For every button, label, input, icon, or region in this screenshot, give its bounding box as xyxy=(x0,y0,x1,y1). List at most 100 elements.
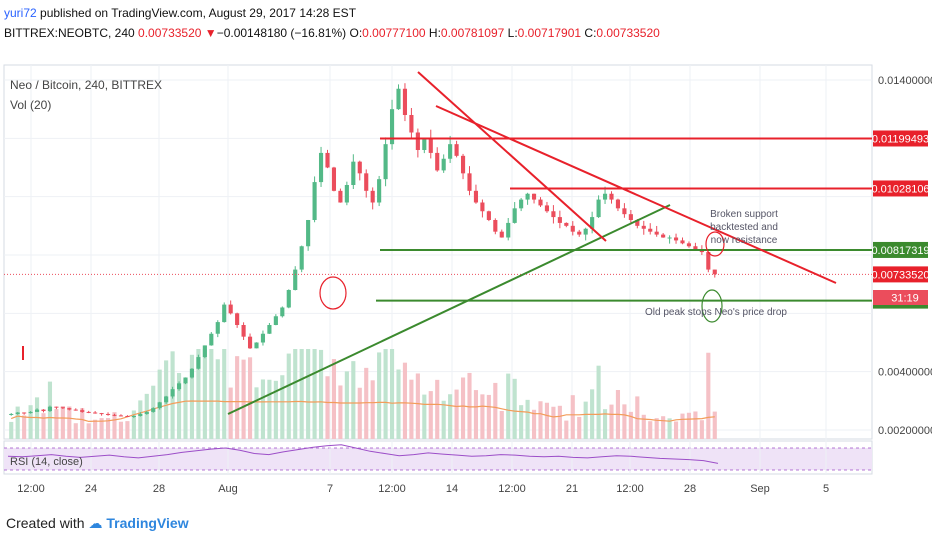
candle xyxy=(570,221,575,236)
x-tick-label: 12:00 xyxy=(498,483,526,495)
price-tag: 0.00733520 xyxy=(871,266,930,283)
candle xyxy=(286,289,291,309)
rsi-label: RSI (14, close) xyxy=(10,456,83,468)
candle xyxy=(364,169,369,198)
volume-bar xyxy=(596,365,601,439)
volume-bar xyxy=(467,372,472,439)
publish-info: published on TradingView.com, August 29,… xyxy=(36,6,357,20)
candle xyxy=(712,269,717,278)
volume-bar xyxy=(67,406,72,439)
volume-label: Vol (20) xyxy=(10,98,52,112)
volume-bar xyxy=(693,411,698,439)
volume-bar xyxy=(286,353,291,439)
price-tag: 0.01199493 xyxy=(872,130,929,147)
volume-bar xyxy=(189,354,195,439)
y-axis: 0.01400000 0.00400000 0.00200000 xyxy=(878,75,932,437)
candle xyxy=(54,406,59,410)
y-tick-label: 0.00200000 xyxy=(878,425,932,437)
ascending-trendline[interactable] xyxy=(227,204,671,415)
candle xyxy=(280,306,285,318)
volume-bar xyxy=(222,349,227,439)
volume-bar xyxy=(480,394,485,439)
candle xyxy=(377,175,382,207)
candle xyxy=(389,99,395,150)
candle xyxy=(9,413,14,416)
volume-bar xyxy=(9,421,14,439)
candle xyxy=(667,235,672,244)
candle xyxy=(241,322,246,340)
volume-bar xyxy=(428,391,433,439)
volume-bar xyxy=(331,359,337,439)
volume-bar xyxy=(454,389,459,439)
candle xyxy=(473,184,479,204)
price-tag-text: 0.01028106 xyxy=(871,183,929,195)
candle xyxy=(557,210,562,229)
author-link[interactable]: yuri72 xyxy=(4,6,37,20)
candle xyxy=(131,415,136,419)
candle xyxy=(151,407,156,413)
x-tick-label: 12:00 xyxy=(616,483,644,495)
main-pane[interactable] xyxy=(3,64,873,440)
volume-bar xyxy=(712,411,717,439)
y-tick-label: 0.00400000 xyxy=(878,367,932,379)
candle xyxy=(435,147,440,172)
volume-bar xyxy=(460,377,466,439)
volume-bar xyxy=(673,421,679,439)
pane-title: Neo / Bitcoin, 240, BITTREX xyxy=(10,78,163,92)
volume-bar xyxy=(493,382,498,439)
annotation-line-3: now resistance xyxy=(711,235,778,246)
candle xyxy=(512,202,517,224)
volume-bar xyxy=(519,405,524,439)
candle xyxy=(338,188,343,203)
ohlc-header: BITTREX:NEOBTC, 240 0.00733520 ▼−0.00148… xyxy=(4,26,660,40)
volume-bar xyxy=(325,376,330,439)
candle xyxy=(293,266,298,291)
created-with-label: Created with xyxy=(6,515,85,531)
high-label: H: xyxy=(428,26,441,40)
candle xyxy=(519,197,524,212)
candle xyxy=(267,322,272,334)
volume-bar xyxy=(112,412,117,439)
volume-bar xyxy=(506,373,511,439)
volume-bar xyxy=(299,349,304,439)
volume-bar xyxy=(260,379,266,439)
candle xyxy=(312,176,317,223)
volume-bar xyxy=(357,387,362,439)
candle xyxy=(467,166,472,196)
x-tick-label: 28 xyxy=(153,483,165,495)
volume-bar xyxy=(351,361,356,439)
candle xyxy=(99,412,104,416)
volume-bar xyxy=(99,418,104,439)
volume-bar xyxy=(247,357,253,439)
candle xyxy=(661,233,666,238)
tradingview-brand[interactable]: TradingView xyxy=(106,515,189,531)
low-value: 0.00717901 xyxy=(517,26,582,40)
steep-downtrend-line[interactable] xyxy=(417,71,607,242)
candle xyxy=(22,412,27,415)
descending-trendline[interactable] xyxy=(435,105,837,284)
candle xyxy=(15,412,20,415)
volume-bar xyxy=(583,401,588,439)
candle xyxy=(105,412,111,416)
candle xyxy=(34,408,40,413)
candle xyxy=(176,381,182,391)
candle xyxy=(448,135,453,163)
candle xyxy=(383,137,388,187)
volume-bar xyxy=(402,362,408,439)
volume-bar xyxy=(28,405,33,439)
old-peak-circle xyxy=(319,276,347,310)
x-tick-label: Aug xyxy=(218,483,238,495)
candle xyxy=(409,107,414,140)
volume-bar xyxy=(699,420,704,439)
rsi-band xyxy=(4,448,872,470)
volume-bar xyxy=(648,421,653,439)
volume-bar xyxy=(641,414,646,439)
volume-bar xyxy=(15,406,20,439)
down-arrow-icon: ▼ xyxy=(204,26,217,40)
low-label: L: xyxy=(507,26,518,40)
volume-bar xyxy=(544,402,550,439)
candle xyxy=(641,220,646,235)
candle xyxy=(506,217,511,241)
volume-bar xyxy=(667,418,672,439)
